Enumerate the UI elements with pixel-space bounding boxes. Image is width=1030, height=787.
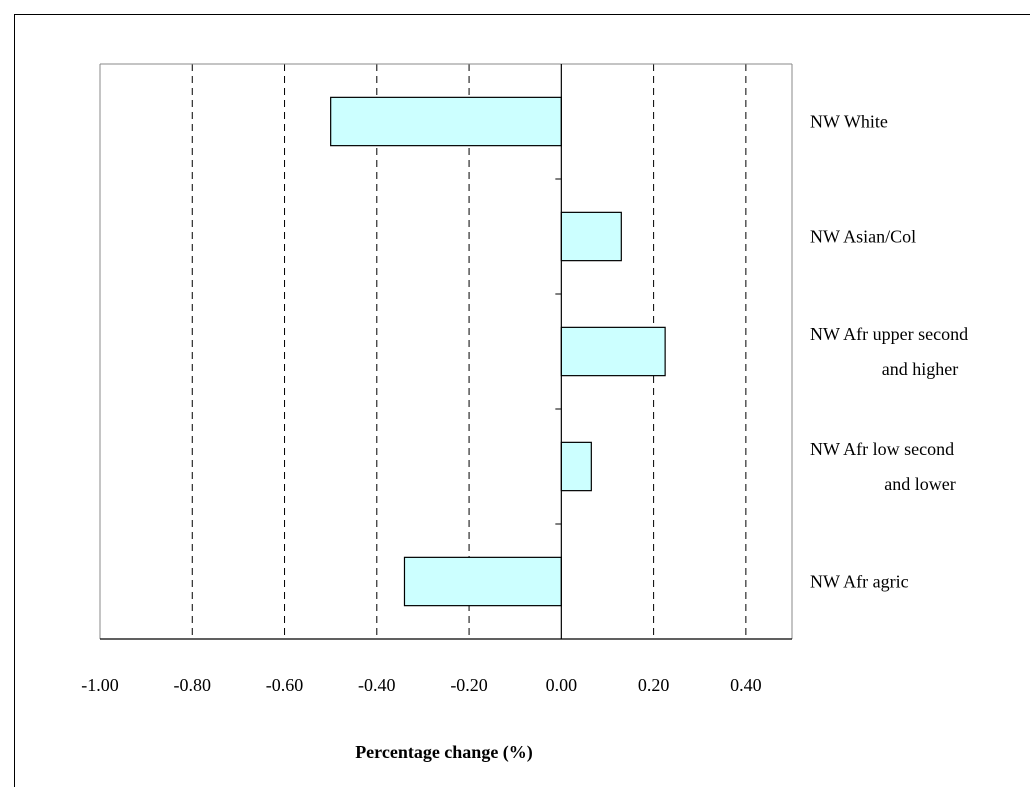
plot-background [100, 64, 792, 639]
category-label: NW Afr upper second and higher [810, 324, 968, 379]
x-tick-label: 0.20 [638, 675, 670, 695]
bar [403, 556, 562, 607]
category-label: NW White [810, 112, 888, 132]
bar [560, 211, 622, 262]
x-tick-label: -0.20 [450, 675, 488, 695]
bar [560, 326, 666, 377]
x-tick-labels: -1.00 -0.80 -0.60 -0.40 -0.20 0.00 0.20 0.40 [81, 675, 761, 695]
bar [560, 441, 592, 492]
x-tick-label: -0.40 [358, 675, 396, 695]
category-label: NW Afr low second and lower [810, 439, 956, 494]
x-axis-title: Percentage change (%) [355, 742, 533, 763]
axes [99, 63, 793, 640]
category-labels: NW White NW Asian/Col NW Afr upper second a… [810, 112, 968, 592]
x-tick-label: -1.00 [81, 675, 119, 695]
plot-area [100, 64, 792, 639]
x-tick-label: -0.80 [174, 675, 212, 695]
x-tick-label: 0.00 [546, 675, 578, 695]
category-label: NW Afr agric [810, 572, 909, 592]
bar [330, 96, 562, 147]
chart-frame [14, 14, 1030, 787]
x-tick-label: -0.60 [266, 675, 304, 695]
category-label: NW Asian/Col [810, 227, 916, 247]
x-tick-label: 0.40 [730, 675, 762, 695]
